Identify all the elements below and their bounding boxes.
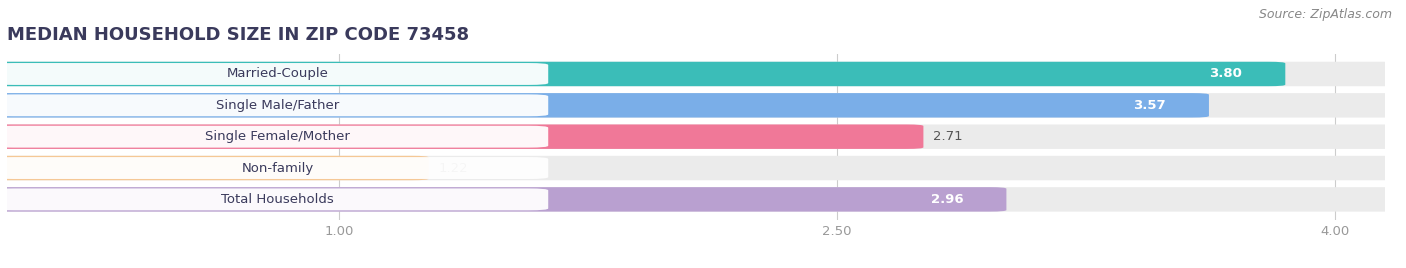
Text: MEDIAN HOUSEHOLD SIZE IN ZIP CODE 73458: MEDIAN HOUSEHOLD SIZE IN ZIP CODE 73458 [7, 26, 470, 44]
FancyBboxPatch shape [0, 63, 548, 85]
FancyBboxPatch shape [0, 188, 548, 210]
FancyBboxPatch shape [0, 156, 429, 180]
Text: Total Households: Total Households [221, 193, 335, 206]
FancyBboxPatch shape [0, 187, 1007, 212]
FancyBboxPatch shape [0, 94, 548, 116]
FancyBboxPatch shape [0, 93, 1209, 118]
FancyBboxPatch shape [0, 157, 548, 179]
Text: 2.71: 2.71 [934, 130, 963, 143]
FancyBboxPatch shape [0, 126, 548, 148]
Text: Single Male/Father: Single Male/Father [217, 99, 339, 112]
Text: Married-Couple: Married-Couple [226, 68, 329, 80]
FancyBboxPatch shape [0, 62, 1402, 86]
Text: 3.57: 3.57 [1133, 99, 1166, 112]
Text: 2.96: 2.96 [931, 193, 963, 206]
Text: 3.80: 3.80 [1209, 68, 1241, 80]
Text: 1.22: 1.22 [439, 162, 468, 174]
Text: Source: ZipAtlas.com: Source: ZipAtlas.com [1258, 8, 1392, 21]
FancyBboxPatch shape [0, 62, 1285, 86]
FancyBboxPatch shape [0, 187, 1402, 212]
FancyBboxPatch shape [0, 124, 924, 149]
Text: Non-family: Non-family [242, 162, 314, 174]
FancyBboxPatch shape [0, 156, 1402, 180]
FancyBboxPatch shape [0, 124, 1402, 149]
Text: Single Female/Mother: Single Female/Mother [205, 130, 350, 143]
FancyBboxPatch shape [0, 93, 1402, 118]
